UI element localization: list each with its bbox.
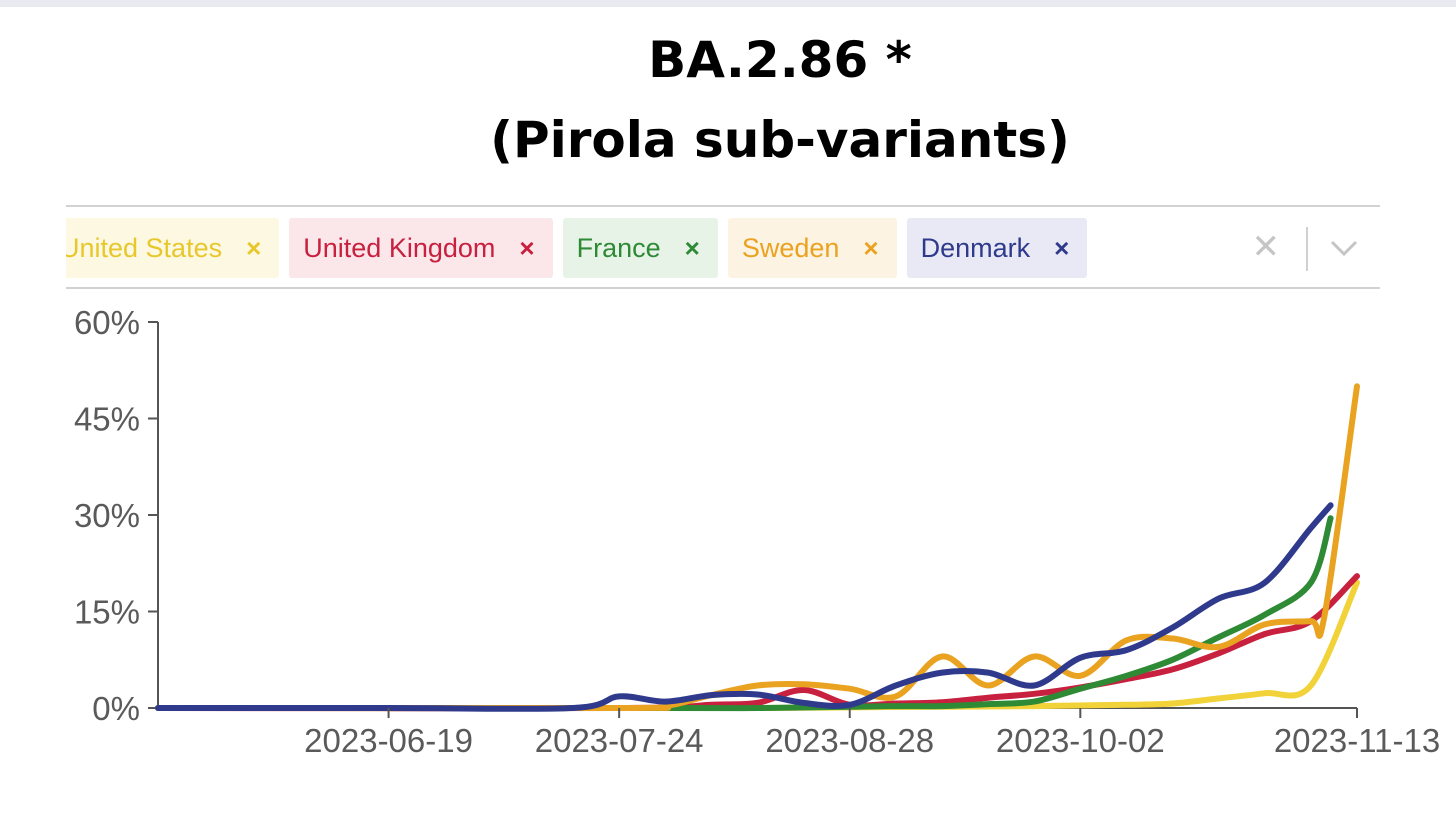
x-tick-label: 2023-07-24 <box>535 722 704 759</box>
chevron-down-icon[interactable] <box>1330 239 1358 262</box>
chart-title: BA.2.86 * <box>648 31 912 89</box>
remove-icon[interactable]: × <box>519 232 535 263</box>
line-chart: 0%15%30%45%60% 2023-06-19 2023-07-24 2023-… <box>74 304 1440 759</box>
series-line-france <box>155 515 1334 712</box>
filter-chip-label: France <box>576 232 661 263</box>
x-tick-label: 2023-08-28 <box>765 722 934 759</box>
filter-chip-united-kingdom[interactable]: United Kingdom × <box>289 218 553 278</box>
filter-chip-label: United States <box>66 232 223 263</box>
x-tick-label: 2023-11-13 <box>1274 722 1440 759</box>
y-tick-label: 15% <box>74 594 140 631</box>
chart-title-block: BA.2.86 * (Pirola sub-variants) <box>380 20 1180 180</box>
clear-all-icon[interactable]: ✕ <box>1251 227 1281 267</box>
filter-chip-label: United Kingdom <box>303 232 496 263</box>
filter-chip-denmark[interactable]: Denmark × <box>906 218 1088 278</box>
chart-series <box>155 383 1360 712</box>
remove-icon[interactable]: × <box>863 232 879 263</box>
filter-chip-label: Denmark <box>920 232 1031 263</box>
remove-icon[interactable]: × <box>684 232 700 263</box>
filter-chip-united-states[interactable]: United States × <box>66 218 280 278</box>
filter-chip-france[interactable]: France × <box>562 218 718 278</box>
filter-chip-sweden[interactable]: Sweden × <box>727 218 897 278</box>
y-tick-label: 45% <box>74 401 140 438</box>
series-line-denmark <box>155 502 1334 712</box>
series-line-united-states <box>155 579 1360 712</box>
y-tick-label: 60% <box>74 304 140 341</box>
y-tick-label: 30% <box>74 497 140 534</box>
remove-icon[interactable]: × <box>246 232 262 263</box>
x-tick-label: 2023-06-19 <box>304 722 473 759</box>
x-axis-ticks: 2023-06-19 2023-07-24 2023-08-28 2023-10-02… <box>304 708 1440 759</box>
filter-chip-label: Sweden <box>741 232 840 263</box>
chart-subtitle: (Pirola sub-variants) <box>490 111 1070 169</box>
country-filter-bar: United States × United Kingdom × France … <box>66 205 1380 289</box>
top-strip <box>0 0 1456 7</box>
x-tick-label: 2023-10-02 <box>996 722 1165 759</box>
remove-icon[interactable]: × <box>1054 232 1070 263</box>
filter-chips: United States × United Kingdom × France … <box>66 218 1097 278</box>
y-tick-label: 0% <box>92 690 140 727</box>
divider <box>1306 227 1308 271</box>
